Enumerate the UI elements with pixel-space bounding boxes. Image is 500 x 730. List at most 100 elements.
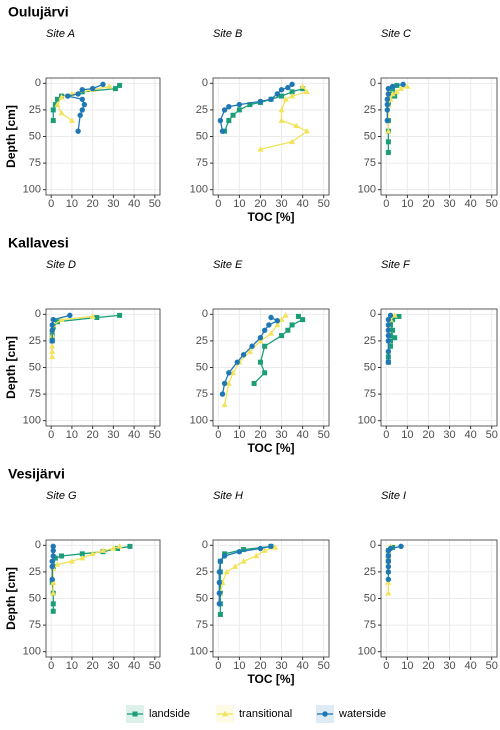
x-tick-label: 20 <box>422 198 434 210</box>
data-point <box>110 545 117 551</box>
y-tick-label: 50 <box>196 592 208 604</box>
y-tick-label: 100 <box>23 415 41 427</box>
data-point <box>59 553 65 559</box>
x-tick-label: 10 <box>233 198 245 210</box>
data-point <box>50 553 56 559</box>
x-tick-label: 50 <box>318 198 330 210</box>
x-tick-label: 30 <box>107 660 119 672</box>
series-line <box>223 88 303 132</box>
y-tick-label: 100 <box>190 184 208 196</box>
data-point <box>385 327 392 333</box>
data-point <box>236 549 243 555</box>
y-tick-label: 25 <box>196 104 208 116</box>
data-point <box>216 579 223 586</box>
data-point <box>89 550 96 557</box>
panel-border <box>45 308 161 427</box>
y-tick-label: 100 <box>23 646 41 658</box>
data-point <box>387 343 393 349</box>
y-tick-label: 0 <box>35 308 41 320</box>
y-tick-label: 25 <box>364 566 376 578</box>
x-tick-label: 40 <box>465 198 477 210</box>
data-point <box>116 543 123 549</box>
x-tick-label: 30 <box>443 429 455 441</box>
x-tick-label: 30 <box>443 660 455 672</box>
data-point <box>257 146 264 152</box>
y-tick-label: 50 <box>364 361 376 373</box>
x-axis-title: TOC [%] <box>247 210 294 224</box>
data-point <box>289 322 295 328</box>
panel-border <box>45 539 161 658</box>
data-point <box>253 552 260 559</box>
data-point <box>217 558 224 564</box>
data-point <box>217 611 223 617</box>
panel-title: Site D <box>46 259 76 271</box>
x-tick-label: 10 <box>401 198 413 210</box>
data-point <box>266 322 272 328</box>
x-tick-label: 10 <box>66 660 78 672</box>
panel-title: Site C <box>381 28 411 40</box>
data-point <box>268 314 274 321</box>
data-point <box>221 401 228 408</box>
x-tick-label: 20 <box>422 660 434 672</box>
x-tick-label: 0 <box>215 198 221 210</box>
data-point <box>100 81 106 88</box>
x-tick-label: 30 <box>443 198 455 210</box>
legend-label: waterside <box>338 708 386 720</box>
x-tick-label: 40 <box>128 660 140 672</box>
y-tick-label: 25 <box>29 566 41 578</box>
data-point <box>50 547 56 554</box>
data-point <box>393 88 400 95</box>
data-point <box>246 348 253 354</box>
data-point <box>390 327 396 333</box>
x-tick-label: 0 <box>48 660 54 672</box>
data-point <box>274 318 281 324</box>
x-tick-label: 20 <box>254 429 266 441</box>
data-point <box>387 312 394 319</box>
x-tick-label: 40 <box>297 660 309 672</box>
y-axis-title: Depth [cm] <box>4 105 18 168</box>
x-tick-label: 10 <box>233 429 245 441</box>
panel-title: Site A <box>46 28 75 40</box>
data-point <box>216 569 223 575</box>
y-tick-label: 75 <box>196 157 208 169</box>
data-point <box>274 91 281 97</box>
data-point <box>240 558 247 564</box>
panel-title: Site H <box>213 490 243 502</box>
panel-title: Site G <box>46 490 77 502</box>
data-point <box>216 590 223 596</box>
data-point <box>240 352 247 358</box>
data-point <box>49 327 55 333</box>
x-tick-label: 20 <box>87 660 99 672</box>
y-tick-label: 0 <box>202 77 208 89</box>
x-tick-label: 50 <box>149 429 161 441</box>
y-tick-label: 25 <box>29 104 41 116</box>
x-tick-label: 0 <box>48 198 54 210</box>
y-tick-label: 0 <box>35 77 41 89</box>
data-point <box>385 553 392 559</box>
data-point <box>289 89 295 95</box>
y-tick-label: 100 <box>358 415 376 427</box>
x-tick-label: 0 <box>383 660 389 672</box>
data-point <box>385 127 392 134</box>
data-point <box>225 380 232 386</box>
data-point <box>385 569 392 575</box>
x-tick-label: 40 <box>465 429 477 441</box>
data-point <box>268 330 274 336</box>
data-point <box>289 138 296 145</box>
y-tick-label: 0 <box>202 308 208 320</box>
data-point <box>230 369 237 376</box>
data-point <box>79 107 85 113</box>
data-point <box>257 98 264 105</box>
x-tick-label: 20 <box>254 660 266 672</box>
data-point <box>226 370 232 376</box>
data-point <box>127 543 133 549</box>
data-point <box>278 316 285 322</box>
data-point <box>278 117 285 123</box>
x-tick-label: 50 <box>486 429 498 441</box>
x-tick-label: 40 <box>128 429 140 441</box>
data-point <box>49 348 56 354</box>
data-point <box>279 93 285 99</box>
data-point <box>236 101 243 108</box>
data-point <box>226 118 232 124</box>
data-point <box>226 104 232 110</box>
